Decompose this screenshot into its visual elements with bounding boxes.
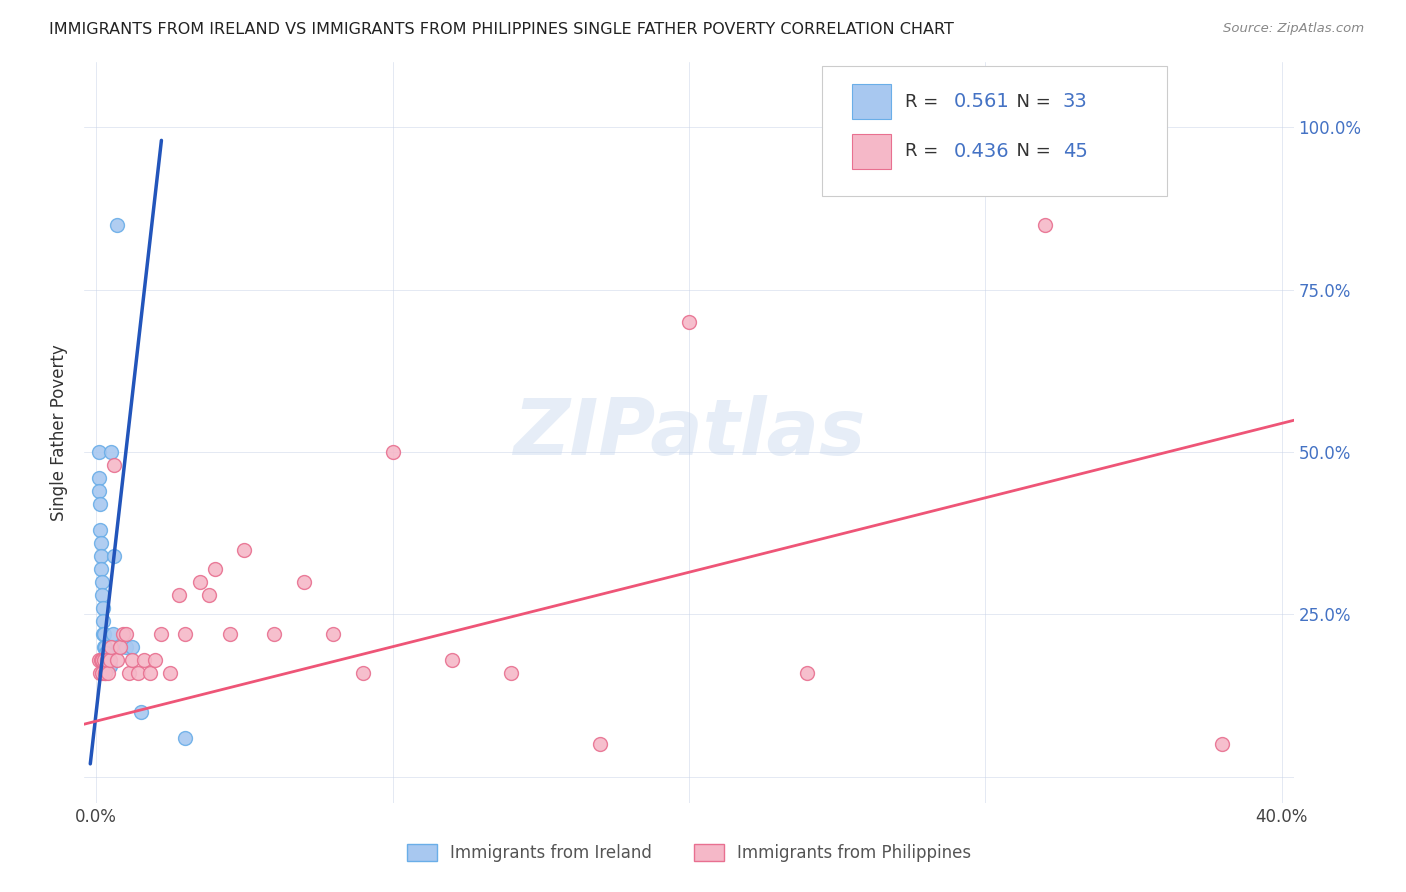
Text: Source: ZipAtlas.com: Source: ZipAtlas.com bbox=[1223, 22, 1364, 36]
Point bbox=[115, 627, 138, 641]
Point bbox=[167, 588, 190, 602]
Point bbox=[218, 627, 240, 641]
Point bbox=[292, 574, 315, 589]
Point bbox=[90, 665, 112, 680]
Point bbox=[101, 627, 124, 641]
Text: ZIPatlas: ZIPatlas bbox=[513, 394, 865, 471]
Point bbox=[108, 640, 131, 654]
Point bbox=[115, 640, 138, 654]
Point bbox=[1211, 737, 1233, 751]
Point bbox=[105, 218, 128, 232]
Point bbox=[90, 549, 112, 563]
Y-axis label: Single Father Poverty: Single Father Poverty bbox=[51, 344, 69, 521]
Point bbox=[150, 627, 173, 641]
Point bbox=[87, 445, 110, 459]
Text: 0.561: 0.561 bbox=[953, 92, 1010, 112]
Point bbox=[233, 542, 256, 557]
Point bbox=[96, 653, 118, 667]
Text: N =: N = bbox=[1004, 143, 1056, 161]
Point bbox=[501, 665, 523, 680]
Point bbox=[98, 659, 121, 673]
Point bbox=[98, 653, 121, 667]
Point bbox=[381, 445, 404, 459]
Text: R =: R = bbox=[905, 93, 945, 111]
Point bbox=[678, 315, 700, 329]
Point bbox=[93, 627, 115, 641]
Point bbox=[90, 536, 112, 550]
Point bbox=[91, 627, 114, 641]
Point bbox=[89, 484, 111, 499]
Point bbox=[91, 588, 114, 602]
FancyBboxPatch shape bbox=[852, 84, 891, 120]
Point bbox=[100, 640, 122, 654]
Legend: Immigrants from Ireland, Immigrants from Philippines: Immigrants from Ireland, Immigrants from… bbox=[401, 837, 977, 869]
Point bbox=[94, 640, 117, 654]
Text: 0.436: 0.436 bbox=[953, 142, 1010, 161]
Point bbox=[105, 653, 128, 667]
Point bbox=[90, 653, 112, 667]
Point bbox=[87, 471, 110, 485]
Point bbox=[103, 458, 125, 472]
Point bbox=[589, 737, 612, 751]
Point bbox=[263, 627, 285, 641]
Point bbox=[90, 574, 112, 589]
Point bbox=[93, 665, 115, 680]
Point bbox=[198, 588, 221, 602]
Point bbox=[90, 562, 112, 576]
Point bbox=[121, 640, 143, 654]
Point bbox=[93, 640, 115, 654]
Point bbox=[97, 659, 120, 673]
Point bbox=[108, 640, 131, 654]
Point bbox=[174, 627, 197, 641]
Point bbox=[796, 665, 818, 680]
Point bbox=[96, 653, 118, 667]
Point bbox=[94, 647, 117, 661]
Point bbox=[94, 665, 117, 680]
Point bbox=[93, 640, 115, 654]
Point bbox=[89, 653, 111, 667]
Point bbox=[127, 665, 149, 680]
Point bbox=[188, 574, 211, 589]
Point bbox=[132, 653, 155, 667]
Point bbox=[129, 705, 152, 719]
Point bbox=[89, 497, 111, 511]
Point bbox=[138, 665, 160, 680]
Point bbox=[91, 614, 114, 628]
Text: 45: 45 bbox=[1063, 142, 1087, 161]
Point bbox=[118, 665, 141, 680]
FancyBboxPatch shape bbox=[823, 66, 1167, 195]
Point bbox=[915, 120, 938, 135]
Point bbox=[96, 653, 118, 667]
Point bbox=[159, 665, 181, 680]
Point bbox=[111, 627, 134, 641]
Point bbox=[93, 653, 115, 667]
FancyBboxPatch shape bbox=[852, 134, 891, 169]
Point bbox=[91, 653, 114, 667]
Text: 33: 33 bbox=[1063, 92, 1087, 112]
Point bbox=[97, 665, 120, 680]
Point bbox=[91, 601, 114, 615]
Point bbox=[103, 549, 125, 563]
Text: IMMIGRANTS FROM IRELAND VS IMMIGRANTS FROM PHILIPPINES SINGLE FATHER POVERTY COR: IMMIGRANTS FROM IRELAND VS IMMIGRANTS FR… bbox=[49, 22, 955, 37]
Point bbox=[352, 665, 374, 680]
Point bbox=[174, 731, 197, 745]
Point bbox=[89, 523, 111, 537]
Point bbox=[97, 653, 120, 667]
Point bbox=[322, 627, 344, 641]
Point bbox=[1033, 218, 1056, 232]
Text: R =: R = bbox=[905, 143, 945, 161]
Point bbox=[145, 653, 167, 667]
Point bbox=[94, 647, 117, 661]
Point bbox=[204, 562, 226, 576]
Point bbox=[121, 653, 143, 667]
Point bbox=[89, 665, 111, 680]
Point bbox=[100, 445, 122, 459]
Text: N =: N = bbox=[1004, 93, 1056, 111]
Point bbox=[440, 653, 463, 667]
